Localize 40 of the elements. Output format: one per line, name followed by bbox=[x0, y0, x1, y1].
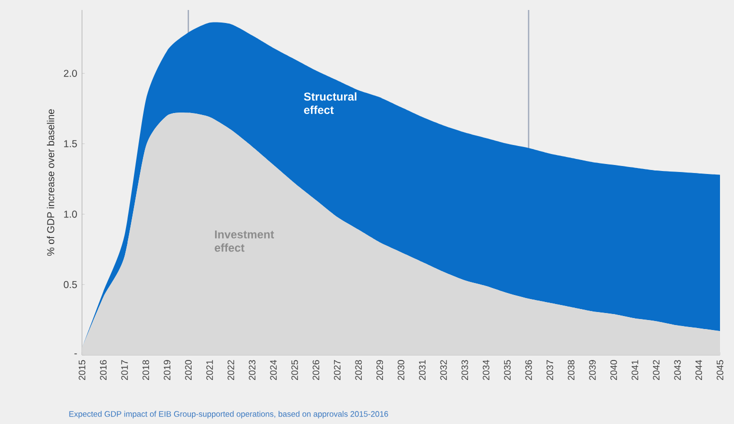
y-tick-label: 1.5 bbox=[64, 140, 77, 148]
x-tick-label: 2031 bbox=[418, 360, 426, 380]
x-tick-label: 2025 bbox=[291, 360, 298, 380]
series-label: Structural effect bbox=[304, 92, 356, 114]
x-tick-label: 2024 bbox=[270, 360, 277, 380]
x-tick-label: 2033 bbox=[462, 360, 468, 380]
x-tick-label: 2042 bbox=[652, 360, 660, 380]
x-tick-label: 2021 bbox=[206, 360, 213, 380]
y-axis-title: % of GDP increase over baseline bbox=[46, 109, 54, 256]
x-tick-label: 2028 bbox=[355, 360, 362, 380]
x-tick-label: 2040 bbox=[610, 360, 617, 380]
x-tick-label: 2043 bbox=[674, 360, 681, 380]
x-tick-label: 2045 bbox=[716, 360, 724, 380]
y-tick-label: - bbox=[74, 353, 77, 354]
x-tick-label: 2041 bbox=[632, 360, 638, 380]
x-tick-label: 2020 bbox=[185, 360, 192, 380]
x-tick-label: 2027 bbox=[334, 360, 340, 380]
x-tick-label: 2030 bbox=[398, 360, 404, 380]
x-tick-label: 2026 bbox=[312, 360, 320, 380]
x-tick-label: 2029 bbox=[376, 360, 384, 380]
series-label: Investment effect bbox=[214, 230, 274, 252]
x-tick-label: 2019 bbox=[164, 360, 170, 380]
x-tick-label: 2038 bbox=[568, 360, 574, 380]
y-tick-label: 0.5 bbox=[64, 281, 77, 288]
x-tick-label: 2022 bbox=[228, 360, 234, 380]
y-tick-label: 2.0 bbox=[64, 70, 77, 77]
x-tick-label: 2039 bbox=[589, 360, 596, 380]
x-tick-label: 2032 bbox=[440, 360, 447, 380]
x-tick-label: 2015 bbox=[78, 360, 86, 380]
x-tick-label: 2017 bbox=[121, 360, 128, 380]
y-tick-label: 1.0 bbox=[64, 210, 77, 218]
x-tick-label: 2037 bbox=[546, 360, 554, 380]
text: Expected GDP impact of EIB Group-supported operations, based on approvals 2015-2016 bbox=[69, 410, 388, 418]
x-tick-label: 2034 bbox=[482, 360, 490, 380]
x-tick-label: 2044 bbox=[695, 360, 702, 380]
x-tick-label: 2023 bbox=[248, 360, 256, 380]
x-tick-label: 2018 bbox=[142, 360, 150, 380]
x-tick-label: 2016 bbox=[100, 360, 107, 380]
x-tick-label: 2036 bbox=[525, 360, 532, 380]
x-tick-label: 2035 bbox=[504, 360, 511, 380]
